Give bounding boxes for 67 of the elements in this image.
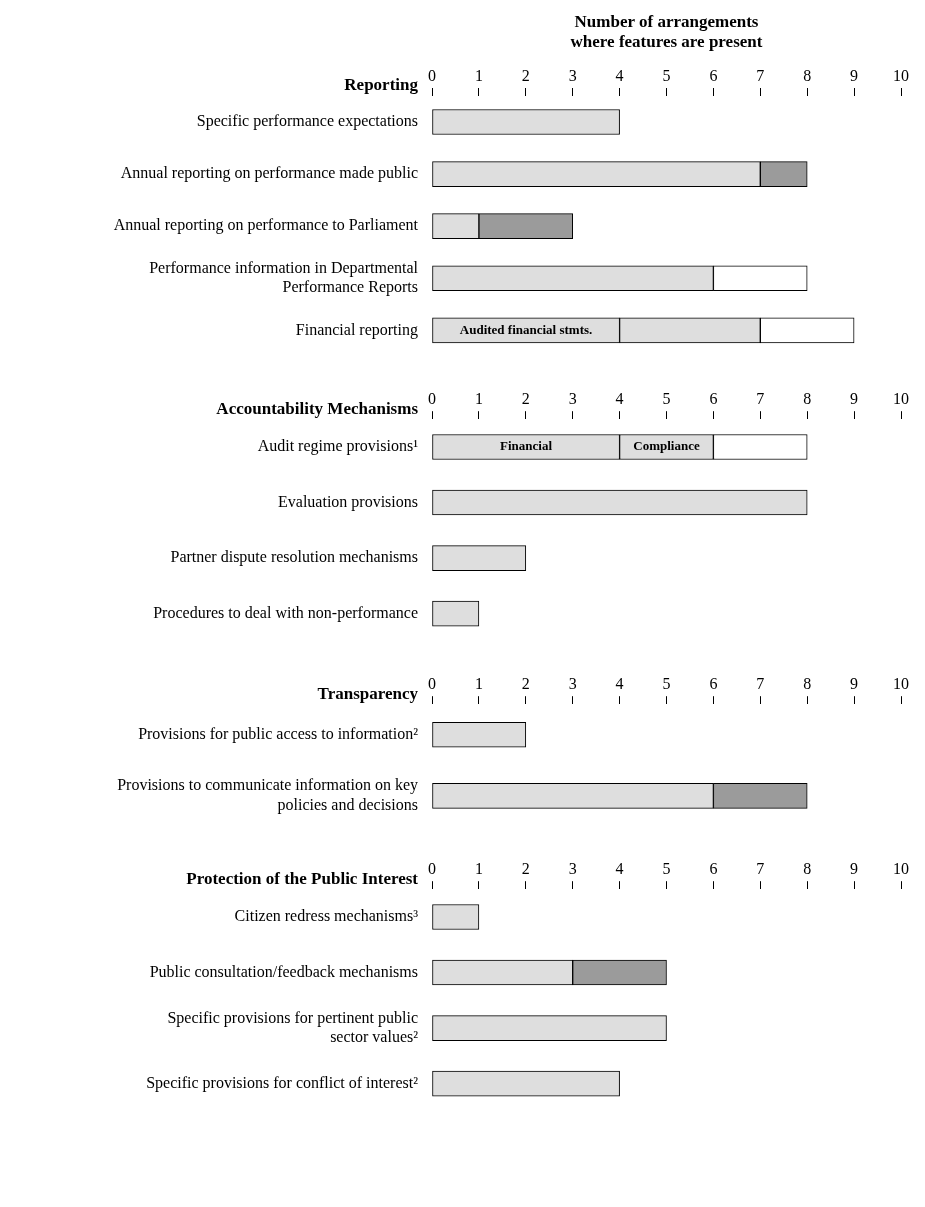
y-tick-label: Procedures to deal with non-performance bbox=[153, 603, 418, 622]
x-tick-label: 9 bbox=[850, 389, 859, 407]
x-tick-label: 8 bbox=[803, 66, 812, 84]
y-tick-label: Partner dispute resolution mechanisms bbox=[170, 548, 418, 567]
x-tick-label: 4 bbox=[615, 674, 624, 692]
x-tick-label: 2 bbox=[521, 859, 530, 877]
x-tick-label: 1 bbox=[474, 859, 483, 877]
x-tick-label: 0 bbox=[428, 674, 436, 692]
chart-title: Protection of the Public Interest bbox=[186, 868, 419, 888]
y-tick-label: Annual reporting on performance to Parliament bbox=[113, 216, 419, 235]
x-tick-label: 8 bbox=[803, 674, 812, 692]
y-tick-label: Financial reporting bbox=[295, 320, 418, 339]
y-tick-label: Annual reporting on performance made public bbox=[120, 164, 418, 183]
x-tick-label: 7 bbox=[756, 389, 765, 407]
x-tick-label: 10 bbox=[893, 674, 909, 692]
x-tick-label: 1 bbox=[474, 389, 483, 407]
data-label: Audited financial stmts. bbox=[459, 321, 593, 337]
data-label: Compliance bbox=[633, 438, 700, 454]
y-tick-label: Provisions to communicate information on key policies and decisions bbox=[117, 776, 418, 814]
x-tick-label: 10 bbox=[893, 66, 909, 84]
y-tick-label: Specific performance expectations bbox=[196, 112, 418, 131]
x-tick-label: 0 bbox=[428, 859, 436, 877]
x-tick-label: 1 bbox=[474, 66, 483, 84]
x-tick-label: 3 bbox=[568, 674, 577, 692]
x-tick-label: 0 bbox=[428, 389, 436, 407]
y-tick-label: Evaluation provisions bbox=[278, 492, 418, 511]
x-tick-label: 0 bbox=[428, 66, 436, 84]
x-axis-title: Number of arrangements where features are present bbox=[570, 11, 763, 51]
x-tick-label: 9 bbox=[850, 674, 859, 692]
x-tick-label: 6 bbox=[709, 66, 718, 84]
x-tick-label: 6 bbox=[709, 859, 718, 877]
x-tick-label: 4 bbox=[615, 389, 624, 407]
x-tick-label: 9 bbox=[850, 859, 859, 877]
y-tick-label: Audit regime provisions¹ bbox=[257, 437, 419, 456]
x-tick-label: 8 bbox=[803, 859, 812, 877]
x-tick-label: 5 bbox=[662, 674, 671, 692]
x-tick-label: 6 bbox=[709, 674, 718, 692]
x-tick-label: 3 bbox=[568, 66, 577, 84]
chart-title: Accountability Mechanisms bbox=[216, 398, 419, 418]
x-tick-label: 2 bbox=[521, 66, 530, 84]
x-tick-label: 10 bbox=[893, 389, 909, 407]
y-tick-label: Public consultation/feedback mechanisms bbox=[149, 962, 418, 980]
chart-title: Reporting bbox=[344, 75, 419, 95]
x-tick-label: 6 bbox=[709, 389, 718, 407]
x-tick-label: 5 bbox=[662, 859, 671, 877]
x-tick-label: 9 bbox=[850, 66, 859, 84]
x-tick-label: 7 bbox=[756, 674, 765, 692]
chart-title: Transparency bbox=[317, 683, 419, 703]
data-label: Financial bbox=[500, 438, 553, 454]
x-tick-label: 7 bbox=[756, 859, 765, 877]
y-tick-label: Citizen redress mechanisms³ bbox=[234, 907, 419, 925]
x-tick-label: 3 bbox=[568, 859, 577, 877]
x-tick-label: 5 bbox=[662, 66, 671, 84]
x-tick-label: 10 bbox=[893, 859, 909, 877]
x-tick-label: 4 bbox=[615, 66, 624, 84]
x-tick-label: 3 bbox=[568, 389, 577, 407]
y-tick-label: Performance information in Departmental Performance Reports bbox=[149, 258, 419, 297]
y-tick-label: Specific provisions for conflict of interest² bbox=[146, 1073, 419, 1092]
y-tick-label: Specific provisions for pertinent public sector values² bbox=[167, 1008, 419, 1045]
x-tick-label: 8 bbox=[803, 389, 812, 407]
x-tick-label: 1 bbox=[474, 674, 483, 692]
x-tick-label: 2 bbox=[521, 674, 530, 692]
x-tick-label: 5 bbox=[662, 389, 671, 407]
x-tick-label: 4 bbox=[615, 859, 624, 877]
y-tick-label: Provisions for public access to information² bbox=[138, 724, 419, 743]
x-tick-label: 7 bbox=[756, 66, 765, 84]
x-tick-label: 2 bbox=[521, 389, 530, 407]
